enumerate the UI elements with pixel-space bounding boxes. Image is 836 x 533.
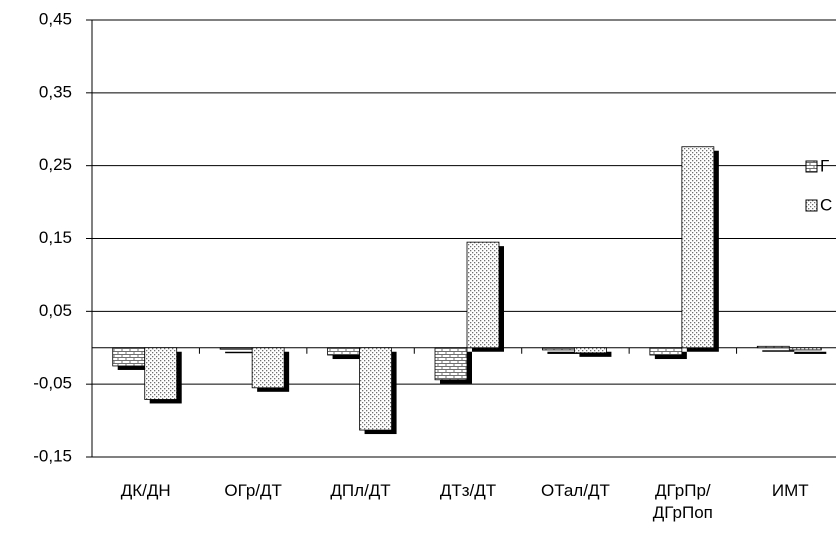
y-tick-label: -0,15 bbox=[33, 446, 72, 465]
bar bbox=[251, 347, 285, 389]
x-tick-label: ДГрПр/ ДГрПоп bbox=[652, 481, 713, 522]
bar bbox=[649, 347, 683, 356]
legend-label: Г bbox=[820, 156, 829, 175]
bar bbox=[788, 347, 822, 351]
y-tick-label: 0,05 bbox=[39, 301, 72, 320]
bar bbox=[144, 347, 178, 400]
bar bbox=[466, 241, 500, 349]
x-tick-label: ДК/ДН bbox=[120, 481, 171, 500]
legend-swatch bbox=[805, 199, 818, 212]
bar bbox=[574, 347, 607, 354]
bar bbox=[681, 146, 715, 349]
bar-shadow bbox=[225, 351, 258, 354]
x-tick-label: ДТз/ДТ bbox=[439, 481, 497, 500]
bar bbox=[219, 347, 253, 350]
y-tick-label: 0,25 bbox=[39, 155, 72, 174]
y-tick-label: 0,35 bbox=[39, 82, 72, 101]
bar bbox=[434, 347, 468, 381]
bar-shadow bbox=[794, 351, 827, 354]
bar bbox=[756, 345, 790, 349]
bar bbox=[112, 347, 146, 367]
bar-shadow bbox=[547, 351, 580, 354]
legend-swatch bbox=[805, 160, 818, 173]
x-tick-label: ИМТ bbox=[771, 481, 809, 500]
bar bbox=[542, 347, 575, 351]
y-tick-label: -0,05 bbox=[33, 374, 72, 393]
bar-shadow bbox=[762, 350, 795, 352]
x-tick-label: ОТал/ДТ bbox=[541, 481, 610, 500]
x-tick-label: ОГр/ДТ bbox=[224, 481, 282, 500]
legend-label: С bbox=[820, 195, 832, 214]
y-tick-label: 0,15 bbox=[39, 228, 72, 247]
bar bbox=[327, 347, 360, 356]
bar bbox=[359, 347, 392, 431]
x-tick-label: ДПл/ДТ bbox=[330, 481, 391, 500]
bar-shadow bbox=[579, 351, 612, 357]
y-tick-label: 0,45 bbox=[39, 9, 72, 28]
